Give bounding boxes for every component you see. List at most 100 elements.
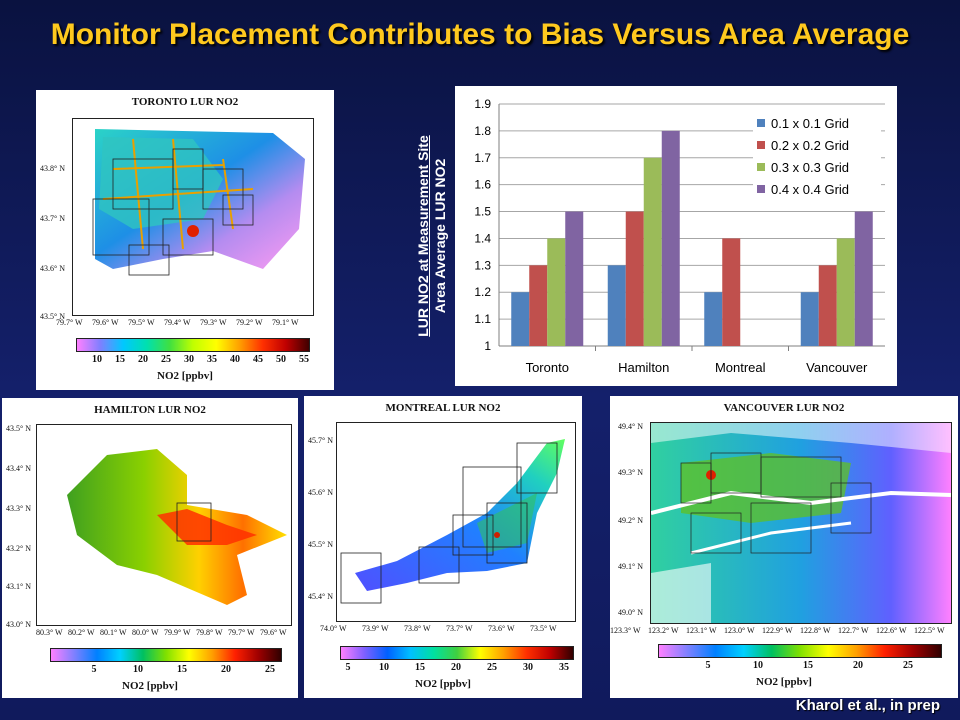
vancouver-lon-label: 122.5° W [914, 626, 945, 635]
vancouver-lat-label: 49.0° N [618, 608, 643, 617]
y-tick-label: 1.9 [474, 97, 491, 111]
toronto-lon-label: 79.2° W [236, 318, 263, 327]
toronto-lon-label: 79.7° W [56, 318, 83, 327]
vancouver-lon-label: 122.7° W [838, 626, 869, 635]
ylabel-line2: Area Average LUR NO2 [432, 158, 448, 314]
bar [854, 211, 873, 346]
toronto-lat-label: 43.5° N [40, 312, 65, 321]
montreal-lon-label: 74.0° W [320, 624, 347, 633]
vancouver-lon-label: 123.3° W [610, 626, 641, 635]
hamilton-lon-label: 80.2° W [68, 628, 95, 637]
colorbar-tick: 10 [133, 664, 143, 675]
colorbar-tick: 40 [230, 354, 240, 365]
hamilton-lon-label: 79.6° W [260, 628, 287, 637]
colorbar-tick: 10 [753, 660, 763, 671]
y-tick-label: 1.1 [474, 312, 491, 326]
colorbar-tick: 30 [523, 662, 533, 673]
bar [607, 265, 626, 346]
y-tick-label: 1.2 [474, 285, 491, 299]
vancouver-lon-label: 122.8° W [800, 626, 831, 635]
colorbar-tick: 25 [265, 664, 275, 675]
montreal-lat-label: 45.6° N [308, 488, 333, 497]
y-tick-label: 1.8 [474, 124, 491, 138]
vancouver-lon-label: 122.6° W [876, 626, 907, 635]
colorbar-tick: 15 [177, 664, 187, 675]
toronto-lon-label: 79.6° W [92, 318, 119, 327]
bar [565, 211, 584, 346]
colorbar-tick: 35 [207, 354, 217, 365]
bar [836, 238, 855, 346]
colorbar-tick: 50 [276, 354, 286, 365]
y-tick-label: 1.6 [474, 178, 491, 192]
legend-swatch [757, 185, 765, 193]
hamilton-lat-label: 43.3° N [6, 504, 31, 513]
bar [511, 292, 530, 346]
toronto-lat-label: 43.8° N [40, 164, 65, 173]
colorbar-tick: 45 [253, 354, 263, 365]
legend-box [753, 110, 881, 206]
x-tick-label: Vancouver [806, 360, 868, 375]
toronto-lon-label: 79.5° W [128, 318, 155, 327]
vancouver-map-panel: VANCOUVER LUR NO2 49.4° N 49.3° N [610, 396, 958, 698]
legend-swatch [757, 119, 765, 127]
montreal-lon-label: 73.5° W [530, 624, 557, 633]
hamilton-lat-label: 43.4° N [6, 464, 31, 473]
montreal-map [340, 439, 565, 604]
bar-chart: 1 1.1 1.2 1.3 1.4 1.5 1.6 1.7 1.8 1.9 Toronto Hamil… [474, 97, 885, 375]
bar [643, 157, 662, 346]
hamilton-map-panel: HAMILTON LUR NO2 43.5° N 43.4° N 43.3° N… [2, 398, 298, 698]
vancouver-lon-label: 123.0° W [724, 626, 755, 635]
vancouver-colorbar-label: NO2 [ppbv] [756, 676, 812, 688]
toronto-map-title: TORONTO LUR NO2 [131, 96, 239, 108]
y-tick-label: 1.7 [474, 151, 491, 165]
legend-swatch [757, 141, 765, 149]
slide-title: Monitor Placement Contributes to Bias Ve… [50, 18, 910, 51]
toronto-lat-label: 43.6° N [40, 264, 65, 273]
vancouver-map-frame [650, 422, 952, 624]
ylabel-line1: LUR NO2 at Measurement Site [415, 135, 431, 337]
colorbar-tick: 30 [184, 354, 194, 365]
colorbar-tick: 25 [903, 660, 913, 671]
toronto-map-frame [72, 118, 314, 316]
legend-swatch [757, 163, 765, 171]
bar [529, 265, 548, 346]
colorbar-tick: 15 [415, 662, 425, 673]
hamilton-lon-label: 79.7° W [228, 628, 255, 637]
colorbar-tick: 5 [705, 660, 711, 671]
colorbar-tick: 20 [138, 354, 148, 365]
colorbar-tick: 10 [379, 662, 389, 673]
hamilton-map [67, 449, 287, 605]
hamilton-lon-label: 80.1° W [100, 628, 127, 637]
hamilton-lon-label: 80.0° W [132, 628, 159, 637]
montreal-lon-label: 73.9° W [362, 624, 389, 633]
montreal-lon-label: 73.7° W [446, 624, 473, 633]
montreal-colorbar-label: NO2 [ppbv] [415, 678, 471, 690]
legend-label: 0.2 x 0.2 Grid [771, 138, 849, 153]
y-tick-label: 1.4 [474, 231, 491, 245]
hamilton-colorbar [50, 648, 282, 662]
bar [722, 238, 741, 346]
vancouver-lat-label: 49.1° N [618, 562, 643, 571]
legend-label: 0.3 x 0.3 Grid [771, 160, 849, 175]
bar [704, 292, 723, 346]
toronto-map-panel: TORONTO LUR NO2 43.8° N 43.7° N 43.6° N … [36, 90, 334, 390]
vancouver-lon-label: 123.2° W [648, 626, 679, 635]
colorbar-tick: 20 [221, 664, 231, 675]
colorbar-tick: 20 [853, 660, 863, 671]
legend-label: 0.4 x 0.4 Grid [771, 182, 849, 197]
toronto-lon-label: 79.1° W [272, 318, 299, 327]
hamilton-map-frame [36, 424, 292, 626]
colorbar-tick: 10 [92, 354, 102, 365]
montreal-map-frame [336, 422, 576, 622]
colorbar-tick: 25 [487, 662, 497, 673]
vancouver-map-title: VANCOUVER LUR NO2 [723, 402, 845, 414]
montreal-lat-label: 45.7° N [308, 436, 333, 445]
colorbar-tick: 20 [451, 662, 461, 673]
colorbar-tick: 25 [161, 354, 171, 365]
montreal-lat-label: 45.4° N [308, 592, 333, 601]
hamilton-lat-label: 43.0° N [6, 620, 31, 629]
vancouver-lat-label: 49.3° N [618, 468, 643, 477]
hamilton-lon-label: 79.9° W [164, 628, 191, 637]
hamilton-lat-label: 43.2° N [6, 544, 31, 553]
bar [661, 130, 680, 346]
